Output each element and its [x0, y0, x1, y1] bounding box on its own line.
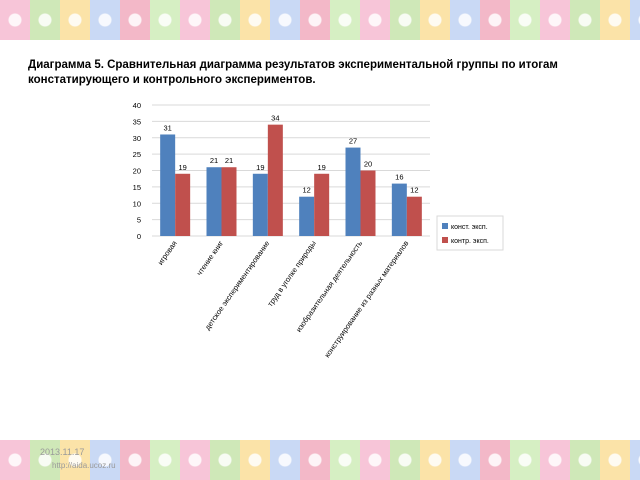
legend-label: контр. эксп. — [451, 238, 489, 245]
y-tick-label: 25 — [133, 150, 141, 159]
y-tick-label: 40 — [133, 101, 141, 110]
x-tick-label: конструирование из разных материалов — [323, 239, 411, 359]
y-tick-label: 10 — [133, 199, 141, 208]
legend-box — [436, 215, 504, 251]
y-tick-label: 15 — [133, 183, 141, 192]
bar — [221, 167, 237, 236]
data-label: 19 — [178, 163, 186, 172]
data-label: 34 — [271, 114, 279, 123]
y-tick-label: 20 — [133, 167, 141, 176]
bar — [175, 173, 191, 236]
legend-swatch — [442, 223, 448, 229]
footer-date: 2013.11.17 — [40, 447, 85, 457]
data-label: 27 — [349, 137, 357, 146]
flower-pattern-top — [0, 0, 640, 40]
y-tick-label: 0 — [137, 232, 141, 241]
y-tick-label: 30 — [133, 134, 141, 143]
bar — [406, 196, 422, 236]
bar — [391, 183, 407, 236]
x-tick-label: игровая — [156, 239, 179, 267]
flower-pattern-bottom — [0, 440, 640, 480]
decorative-border-top — [0, 0, 640, 40]
data-label: 21 — [225, 156, 233, 165]
data-label: 20 — [364, 160, 372, 169]
data-label: 19 — [317, 163, 325, 172]
y-tick-label: 5 — [137, 216, 141, 225]
decorative-border-bottom — [0, 440, 640, 480]
data-label: 21 — [210, 156, 218, 165]
data-label: 19 — [256, 163, 264, 172]
bar — [360, 170, 376, 236]
data-label: 12 — [410, 186, 418, 195]
legend-label: конст. эксп. — [451, 224, 488, 231]
bar — [206, 167, 222, 236]
x-tick-label: чтение книг — [195, 239, 226, 277]
data-label: 12 — [302, 186, 310, 195]
slide-title: Диаграмма 5. Сравнительная диаграмма рез… — [28, 59, 558, 86]
data-label: 16 — [395, 173, 403, 182]
data-label: 31 — [163, 123, 171, 132]
x-tick-label: труд в уголке природы — [266, 239, 318, 308]
bar — [267, 124, 283, 236]
bar — [345, 147, 361, 236]
bar — [314, 173, 330, 236]
bar — [252, 173, 268, 236]
bar — [299, 196, 315, 236]
bar — [160, 134, 176, 236]
legend-swatch — [442, 237, 448, 243]
footer-url: http://aida.ucoz.ru — [52, 461, 116, 470]
y-tick-label: 35 — [133, 117, 141, 126]
